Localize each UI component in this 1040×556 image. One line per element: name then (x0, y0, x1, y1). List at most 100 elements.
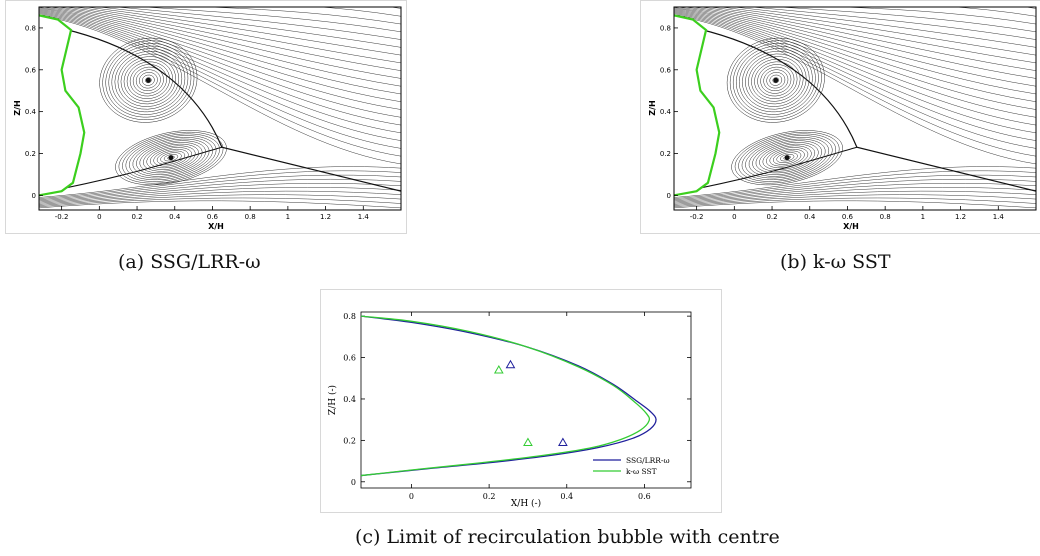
vortex-streamline (769, 148, 805, 167)
streamline (39, 197, 401, 207)
vortex-streamline (138, 72, 158, 89)
streamline (39, 183, 401, 203)
streamline-svg-b: -0.2 0 0.2 0.4 0.6 0.8 1 1.2 1.4 0 0.2 0.4 0.6 0.8 X/… (648, 6, 1037, 231)
vortex-core (145, 77, 151, 83)
streamline (39, 200, 401, 209)
streamline (674, 190, 1036, 205)
y-tick-label: 0.6 (660, 66, 672, 74)
streamline-svg-a: -0.2 0 0.2 0.4 0.6 0.8 1 1.2 1.4 0 0.2 0.4 0.6 0.8 X/… (13, 6, 402, 231)
vortex-streamline (766, 147, 809, 169)
chart-y-tick-label: 0.4 (343, 395, 356, 404)
vortex-streamline (125, 135, 217, 181)
x-tick-label: 1.4 (358, 213, 370, 221)
plot-frame (673, 6, 1037, 211)
vortex-streamline (731, 130, 843, 186)
streamline (674, 10, 1036, 126)
streamline (39, 14, 401, 157)
streamline (39, 8, 401, 110)
vortex-streamline (136, 140, 206, 175)
vortex-streamline (726, 37, 825, 123)
vortex-streamline (129, 64, 167, 97)
recirculation-centre-marker (493, 364, 504, 374)
streamline (674, 200, 1036, 209)
bubble-limit-chart: 0 0.2 0.4 0.6 0 0.2 0.4 0.6 0.8 SSG/LRR-ω k-ω SST… (320, 289, 722, 513)
y-tick-label: 0.4 (660, 108, 672, 116)
vortex-streamline (729, 40, 822, 121)
streamline (39, 178, 401, 202)
vortex-streamline (115, 130, 227, 186)
bubble-boundary-line (39, 14, 86, 197)
vortex-streamline (739, 48, 813, 113)
vortex-streamline (135, 69, 161, 92)
vortex-streamline (114, 51, 183, 110)
vortex-streamline (99, 37, 198, 123)
vortex-streamline (153, 148, 189, 167)
chart-x-tick-label: 0.4 (560, 492, 573, 501)
vortex-streamline (129, 137, 213, 179)
vortex-streamline (760, 66, 792, 94)
streamline (732, 7, 1036, 48)
vortex-streamline (734, 131, 840, 184)
streamline (674, 194, 1036, 206)
chart-x-tick-label: 0.6 (638, 492, 651, 501)
streamline (691, 7, 1036, 79)
vortex-streamline (142, 74, 155, 86)
vortex-streamline (142, 143, 199, 172)
series-line-k-omega-sst (360, 315, 651, 477)
streamline (674, 7, 1036, 102)
streamline (142, 7, 401, 33)
streamline (48, 7, 401, 87)
recirculation-centre-marker (523, 437, 533, 446)
chart-frame (360, 311, 692, 489)
vortex-streamline (766, 72, 786, 89)
streamline (674, 8, 1036, 110)
vortex-core (784, 155, 790, 161)
streamline (64, 7, 401, 71)
vortex-streamline (741, 135, 833, 181)
vortex-streamline (763, 69, 789, 92)
y-tick-label: 0.8 (25, 24, 36, 32)
streamline (39, 12, 401, 141)
streamline (39, 10, 401, 126)
vortex-streamline (139, 142, 203, 174)
y-tick-label: 0.8 (660, 24, 671, 32)
vortex-streamline (149, 147, 193, 169)
streamline (674, 14, 1036, 157)
x-tick-label: 0 (732, 213, 736, 221)
vortex-streamline (126, 61, 170, 99)
chart-y-tick-label: 0.2 (343, 436, 356, 445)
chart-x-tick-label: 0.2 (483, 492, 496, 501)
streamline (39, 174, 401, 200)
x-tick-label: 0.6 (207, 213, 219, 221)
streamline (114, 7, 401, 40)
bluff-body-region (674, 15, 720, 196)
streamline (39, 11, 401, 134)
vortex-streamline (772, 77, 780, 84)
chart-y-label: Z/H (-) (327, 385, 338, 415)
y-tick-label: 0.4 (25, 108, 37, 116)
vortex-streamline (752, 140, 823, 175)
recirculation-centre-marker (505, 359, 516, 369)
streamline (676, 7, 1036, 95)
caption-c: (c) Limit of recirculation bubble with c… (355, 526, 780, 548)
vortex-streamline (745, 53, 807, 107)
chart-y-tick-label: 0 (351, 478, 356, 487)
streamline (683, 7, 1036, 87)
x-tick-label: 1 (921, 213, 925, 221)
vortex-streamline (748, 138, 826, 177)
vortex-streamline (145, 77, 152, 84)
x-tick-label: 0.2 (131, 213, 142, 221)
vortex-core (773, 77, 779, 83)
y-axis-label: Z/H (13, 100, 22, 115)
x-tick-label: 0.8 (245, 213, 256, 221)
vortex-streamline (735, 45, 816, 115)
x-tick-label: 0 (97, 213, 101, 221)
y-tick-label: 0 (667, 192, 671, 200)
vortex-streamline (146, 145, 196, 170)
streamline (674, 13, 1036, 149)
bluff-body-region (39, 15, 85, 196)
caption-b: (b) k-ω SST (780, 251, 891, 273)
vortex-streamline (779, 154, 795, 162)
vortex-streamline (754, 61, 798, 99)
vortex-streamline (745, 137, 830, 179)
